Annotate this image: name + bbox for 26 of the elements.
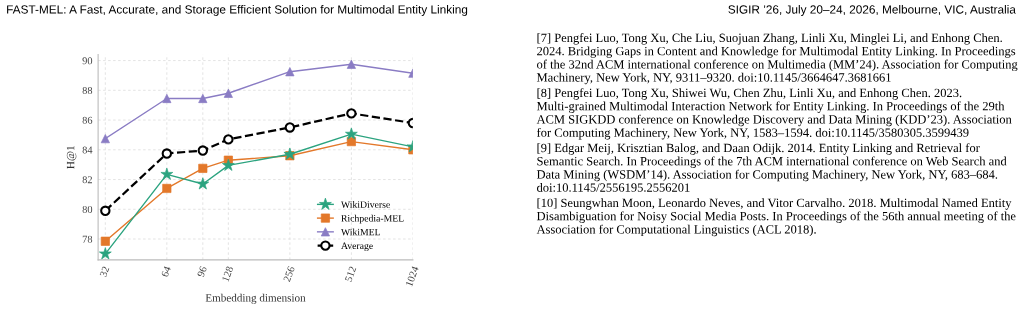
legend-label: Average [341,242,373,252]
y-tick-label: 84 [82,146,93,154]
legend-label: Richpedia-MEL [341,214,404,224]
text: SIGIR ’26, July 20–24, 2026, Melbourne, VIC, Australia [728,4,1016,16]
y-tick-label: 80 [82,205,93,213]
text: FAST-MEL: A Fast, Accurate, and Storage Efficient Solution for Multimodal Entity Linking [7,4,468,16]
text: [9] Edgar Meij, Krisztian Balog, and Daan Odijk. 2014. Entity Linking and Retrieval for Semantic Search. In Proceedings of the 7th ACM international conference on Web Search and Data Mining (WSDM’14). Association for Computing Machinery, New York, NY, 683–684. doi:10.1145/2556195.2556201 [536,143,1007,192]
x-tick-label: 32 [99,266,110,278]
x-tick-label: 1024 [405,265,419,287]
y-axis-title: H@1 [66,145,77,169]
x-tick-label: 128 [221,265,234,282]
x-axis-title: Embedding dimension [205,293,306,304]
x-tick-label: 512 [344,266,357,283]
x-tick-label: 64 [161,265,172,278]
text: [10] Seungwhan Moon, Leonardo Neves, and Vitor Carvalho. 2018. Multimodal Named Entity Disambiguation for Noisy Social Media Posts. In Proceedings of the 56th annual meeting of the Association for Computational Linguistics (ACL 2018). [536,198,1016,237]
y-tick-label: 88 [82,86,93,95]
x-tick-label: 256 [283,265,295,283]
legend-label: WikiDiverse [340,201,390,208]
y-tick-label: 86 [82,116,93,124]
y-tick-label: 78 [82,235,93,243]
legend-label: WikiMEL [340,228,380,236]
text: [7] Pengfei Luo, Tong Xu, Che Liu, Suojuan Zhang, Linli Xu, Minglei Li, and Enhong Chen. 2024. Bridging Gaps in Content and Knowledge for Multimodal Entity Linking. In Proceedings of the 32nd ACM international conference on Multimedia (MM’24). Association for Computing Machinery, New York, NY, 9311–9320. doi:10.1145/3664647.3681661 [536,33,1018,85]
x-tick-label: 96 [197,265,207,278]
text: [8] Pengfei Luo, Tong Xu, Shiwei Wu, Chen Zhu, Linli Xu, and Enhong Chen. 2023. Multi-grained Multimodal Interaction Network for Entity Linking. In Proceedings of the 29th ACM SIGKDD conference on Knowledge Discovery and Data Mining (KDD’23). Association for Computing Machinery, New York, NY, 1583–1594. doi:10.1145/3580305.3599439 [536,88,1012,140]
y-tick-label: 90 [82,57,93,65]
y-tick-label: 82 [82,176,92,184]
